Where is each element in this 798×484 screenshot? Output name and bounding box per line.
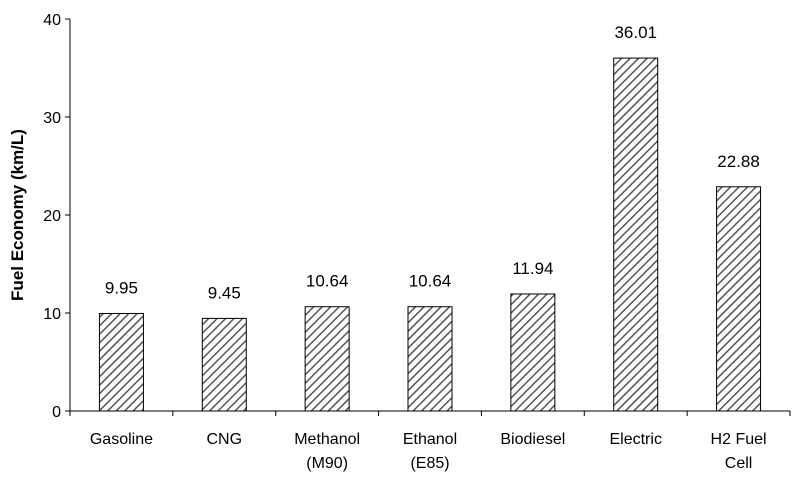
data-label: 22.88 <box>717 152 760 171</box>
x-tick-label: Methanol <box>294 431 360 448</box>
bar <box>510 293 556 412</box>
data-label: 11.94 <box>512 259 553 278</box>
y-tick-label: 20 <box>43 208 61 225</box>
data-label: 10.64 <box>306 272 349 291</box>
x-tick-label: CNG <box>207 431 243 448</box>
x-tick-label: (E85) <box>410 455 449 472</box>
bar <box>613 57 659 412</box>
bar <box>407 306 453 412</box>
bar <box>716 186 762 412</box>
y-tick-label: 30 <box>43 110 61 127</box>
y-tick-label: 10 <box>43 306 61 323</box>
y-axis-title: Fuel Economy (km/L) <box>8 129 27 301</box>
plot-area: 0 10 20 30 40 9.95 Gasoline 9.45 CNG 10.64 Methano… <box>43 12 791 472</box>
y-tick-label: 40 <box>43 12 61 29</box>
x-tick-label: Biodiesel <box>500 431 565 448</box>
x-tick-label: H2 Fuel <box>711 431 767 448</box>
x-tick-label: (M90) <box>306 455 348 472</box>
data-label: 9.95 <box>105 278 138 297</box>
bar <box>304 306 350 412</box>
data-label: 9.45 <box>208 283 241 302</box>
x-tick-label: Cell <box>725 455 753 472</box>
data-label: 10.64 <box>409 272 452 291</box>
x-tick-label: Ethanol <box>403 431 457 448</box>
bar <box>201 317 247 412</box>
x-tick-label: Electric <box>609 431 661 448</box>
data-label: 36.01 <box>614 23 657 42</box>
bar <box>98 312 144 412</box>
x-tick-label: Gasoline <box>90 431 153 448</box>
y-tick-label: 0 <box>52 404 61 421</box>
